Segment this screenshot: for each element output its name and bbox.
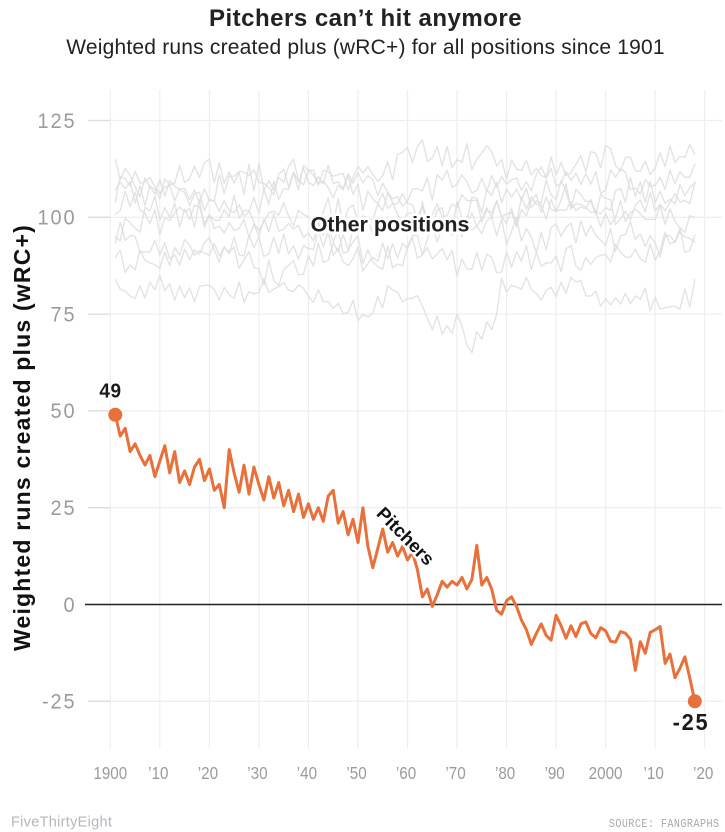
svg-text:50: 50 — [51, 400, 77, 424]
svg-text:’90: ’90 — [544, 764, 564, 783]
svg-text:’20: ’20 — [198, 764, 218, 783]
svg-text:125: 125 — [38, 109, 77, 133]
svg-text:’40: ’40 — [297, 764, 317, 783]
svg-text:’30: ’30 — [247, 764, 267, 783]
svg-text:100: 100 — [38, 206, 77, 230]
svg-text:25: 25 — [51, 497, 77, 521]
svg-text:2000: 2000 — [589, 764, 623, 783]
svg-text:’20: ’20 — [693, 764, 713, 783]
svg-text:FiveThirtyEight: FiveThirtyEight — [11, 815, 112, 831]
svg-text:SOURCE: FANGRAPHS: SOURCE: FANGRAPHS — [609, 819, 720, 832]
svg-text:’10: ’10 — [644, 764, 664, 783]
svg-text:’80: ’80 — [495, 764, 515, 783]
svg-text:Pitchers can’t hit anymore: Pitchers can’t hit anymore — [209, 5, 522, 32]
svg-text:1900: 1900 — [93, 764, 127, 783]
svg-text:-25: -25 — [42, 690, 77, 714]
svg-text:Weighted runs created plus (wR: Weighted runs created plus (wRC+) for al… — [66, 36, 665, 59]
svg-text:’50: ’50 — [346, 764, 366, 783]
svg-text:49: 49 — [99, 380, 121, 403]
svg-text:75: 75 — [51, 303, 77, 327]
svg-text:’60: ’60 — [396, 764, 416, 783]
svg-text:0: 0 — [64, 593, 77, 617]
svg-text:’10: ’10 — [148, 764, 168, 783]
svg-text:Other positions: Other positions — [311, 213, 470, 237]
svg-text:-25: -25 — [673, 709, 710, 735]
svg-text:’70: ’70 — [445, 764, 465, 783]
svg-text:Weighted runs created plus (wR: Weighted runs created plus (wRC+) — [9, 224, 35, 651]
